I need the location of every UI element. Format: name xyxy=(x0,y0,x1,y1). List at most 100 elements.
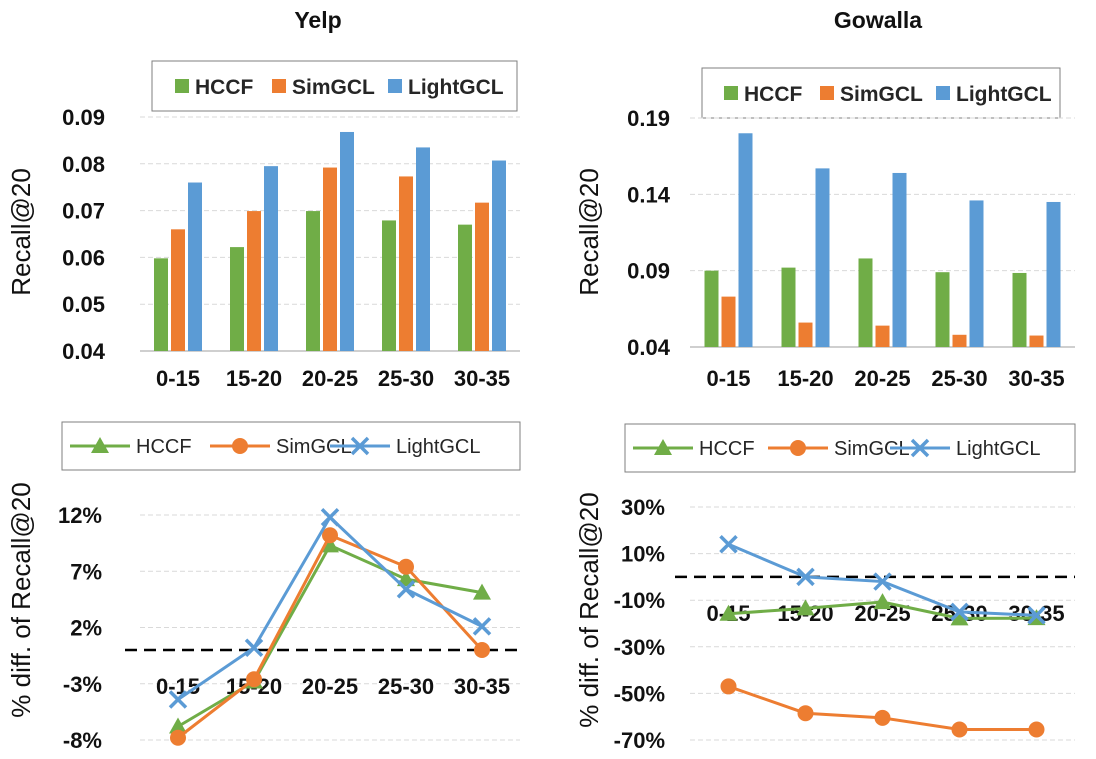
x-tick-label: 20-25 xyxy=(302,674,358,699)
legend-label-simgcl: SimGCL xyxy=(834,438,910,460)
bar-simgcl-15-20 xyxy=(247,211,261,351)
y-tick-label: 12% xyxy=(58,503,102,528)
legend-box xyxy=(701,67,1061,119)
legend-box xyxy=(61,421,521,471)
bar-lightgcl-0-15 xyxy=(188,182,202,351)
x-tick-label: 15-20 xyxy=(226,366,282,391)
bar-lightgcl-15-20 xyxy=(815,168,830,347)
y-tick-label: 2% xyxy=(70,616,102,641)
point-lightgcl-20-25 xyxy=(873,572,892,591)
legend-label-hccf: HCCF xyxy=(136,436,192,458)
point-simgcl-0-15 xyxy=(720,678,737,695)
legend-label-lightgcl: LightGCL xyxy=(956,83,1052,106)
legend-box xyxy=(624,423,1076,473)
x-tick-label: 0-15 xyxy=(706,366,750,391)
legend-marker-simgcl xyxy=(232,438,248,454)
point-lightgcl-15-20 xyxy=(796,567,815,587)
bar-simgcl-30-35 xyxy=(475,202,489,351)
y-axis-label: % diff. of Recall@20 xyxy=(6,482,36,717)
bar-lightgcl-25-30 xyxy=(969,200,984,347)
point-lightgcl-25-30 xyxy=(396,580,416,599)
x-tick-label: 20-25 xyxy=(302,366,358,391)
x-tick-label: 0-15 xyxy=(156,674,200,699)
y-tick-label: -10% xyxy=(614,588,665,613)
legend-label-simgcl: SimGCL xyxy=(276,436,352,458)
y-tick-label: 0.07 xyxy=(62,199,105,224)
point-hccf-0-15 xyxy=(169,717,187,734)
legend-swatch-hccf xyxy=(175,79,189,93)
bar-hccf-15-20 xyxy=(230,247,244,351)
bar-simgcl-0-15 xyxy=(171,229,185,351)
point-simgcl-20-25 xyxy=(322,527,338,544)
bar-simgcl-0-15 xyxy=(721,296,736,347)
series-line-simgcl xyxy=(177,533,484,739)
y-tick-label: -8% xyxy=(63,728,102,753)
legend-marker-hccf xyxy=(654,439,672,455)
y-tick-label: 0.09 xyxy=(627,259,670,284)
x-tick-label: 20-25 xyxy=(854,366,910,391)
bar-lightgcl-30-35 xyxy=(492,160,506,351)
bar-hccf-20-25 xyxy=(306,211,320,351)
y-tick-label: 0.19 xyxy=(627,106,670,131)
point-hccf-20-25 xyxy=(873,593,892,610)
legend-swatch-lightgcl xyxy=(936,86,950,100)
y-axis-label: Recall@20 xyxy=(6,168,36,296)
point-hccf-25-30 xyxy=(397,570,415,587)
y-tick-label: 7% xyxy=(70,559,102,584)
bar-hccf-15-20 xyxy=(781,267,796,347)
y-tick-label: 0.04 xyxy=(62,339,106,364)
bar-lightgcl-30-35 xyxy=(1046,201,1061,347)
series-line-hccf xyxy=(177,543,483,728)
legend-swatch-lightgcl xyxy=(388,79,402,93)
legend-swatch-hccf xyxy=(724,86,738,100)
y-tick-label: -30% xyxy=(614,635,665,660)
y-tick-label: 0.04 xyxy=(627,335,671,360)
chart-title: Gowalla xyxy=(834,7,922,33)
point-simgcl-30-35 xyxy=(474,642,490,658)
point-lightgcl-25-30 xyxy=(950,602,969,622)
y-tick-label: 30% xyxy=(621,495,665,520)
bar-simgcl-15-20 xyxy=(798,322,813,347)
point-hccf-20-25 xyxy=(321,536,339,553)
y-tick-label: -70% xyxy=(614,728,665,753)
yelp-line-chart: HCCF SimGCL LightGCL -8% -3% 2% 7% 12% % diff. o… xyxy=(6,421,521,753)
y-tick-label: 10% xyxy=(621,542,665,567)
legend-label-hccf: HCCF xyxy=(699,438,755,460)
yelp-bar-chart: Yelp HCCF SimGCL LightGCL 0.04 0.05 0.06 0.07 0.… xyxy=(6,7,520,391)
x-tick-label: 0-15 xyxy=(156,366,200,391)
legend-box xyxy=(151,60,518,112)
bar-lightgcl-25-30 xyxy=(416,147,430,351)
bar-simgcl-20-25 xyxy=(875,325,890,347)
bar-hccf-25-30 xyxy=(382,220,396,351)
point-lightgcl-20-25 xyxy=(320,508,340,527)
point-lightgcl-30-35 xyxy=(472,617,492,636)
chart-title: Yelp xyxy=(294,7,341,33)
legend: HCCF SimGCL LightGCL xyxy=(624,423,1076,473)
legend-label-simgcl: SimGCL xyxy=(840,83,923,106)
point-lightgcl-0-15 xyxy=(719,535,738,554)
x-tick-label: 25-30 xyxy=(378,366,434,391)
point-hccf-30-35 xyxy=(473,583,491,600)
point-simgcl-25-30 xyxy=(398,558,414,575)
bar-lightgcl-20-25 xyxy=(892,172,907,347)
point-lightgcl-0-15 xyxy=(168,690,188,709)
y-axis-label: % diff. of Recall@20 xyxy=(574,492,604,727)
x-tick-label: 30-35 xyxy=(1008,366,1064,391)
bar-hccf-0-15 xyxy=(154,258,168,351)
legend-marker-hccf xyxy=(91,437,109,453)
point-simgcl-15-20 xyxy=(797,705,814,722)
legend-label-hccf: HCCF xyxy=(744,83,802,106)
x-tick-label: 25-30 xyxy=(378,674,434,699)
x-tick-label: 25-30 xyxy=(931,366,987,391)
x-tick-label: 30-35 xyxy=(454,674,510,699)
legend-swatch-simgcl xyxy=(820,86,834,100)
bar-simgcl-20-25 xyxy=(323,167,337,351)
bar-hccf-30-35 xyxy=(1012,272,1027,347)
point-lightgcl-15-20 xyxy=(244,638,264,657)
gowalla-bar-chart: Gowalla HCCF SimGCL LightGCL 0.04 0.09 0.14 0.1… xyxy=(574,7,1075,391)
y-tick-label: 0.14 xyxy=(627,182,671,207)
legend-marker-lightgcl xyxy=(910,438,930,458)
legend-label-hccf: HCCF xyxy=(195,76,253,99)
legend-label-simgcl: SimGCL xyxy=(292,76,375,99)
point-hccf-15-20 xyxy=(796,599,815,616)
